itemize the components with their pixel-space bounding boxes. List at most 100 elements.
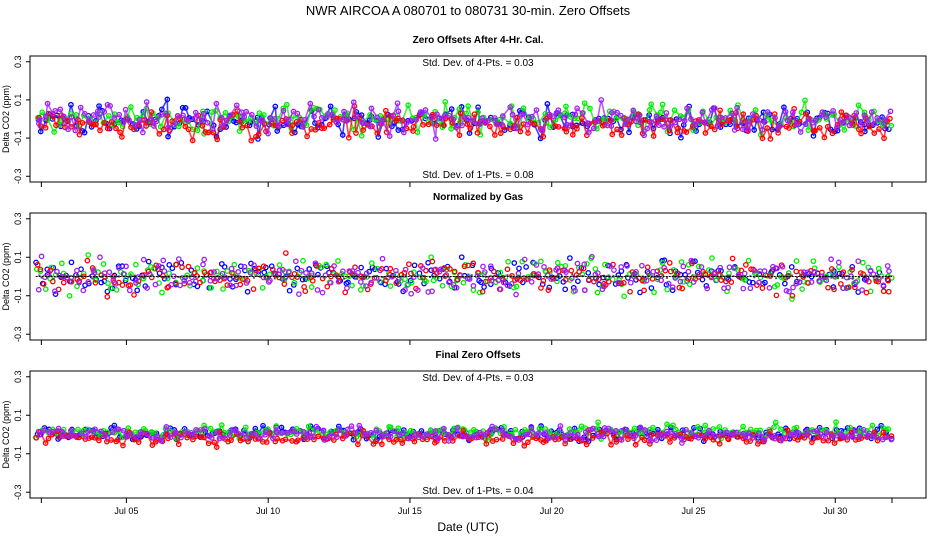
data-point [465,103,471,109]
data-point [348,423,355,429]
data-point [680,263,687,270]
data-point [763,275,766,278]
data-point [653,437,660,443]
data-point [816,278,822,284]
data-point [133,280,139,286]
data-point [840,269,847,275]
data-point [412,431,419,438]
data-point [777,123,783,129]
data-point [137,431,144,438]
data-point [861,112,868,119]
data-point [477,429,483,436]
data-point [804,428,810,434]
data-point [751,267,758,274]
data-point [688,435,694,442]
data-point [220,276,223,279]
data-point [708,123,714,130]
data-point [884,263,891,269]
data-point [808,279,815,285]
data-point [873,434,880,441]
data-point [268,276,271,279]
data-point [91,434,98,441]
data-point [422,107,429,113]
data-point [178,434,184,441]
data-point [734,104,740,111]
data-point [637,424,644,431]
data-point [881,276,884,279]
data-point [368,429,374,436]
data-point [778,426,784,433]
data-point [180,112,186,119]
data-point [117,129,123,136]
data-point [684,105,690,112]
data-point [683,129,690,135]
data-point [451,268,458,275]
data-point [79,119,86,126]
data-point [648,101,655,108]
data-point [828,256,834,263]
data-point [516,265,522,272]
data-point [672,119,678,126]
data-point [189,274,195,281]
data-point [773,292,780,299]
data-point [837,277,840,280]
data-point [145,258,152,265]
data-point [651,289,657,296]
data-point [227,282,234,289]
data-point [224,268,231,274]
data-point [511,260,518,266]
data-point [416,434,422,441]
data-point [761,268,768,274]
data-point [589,253,595,260]
std-dev-1pts: Std. Dev. of 1-Pts. = 0.04 [422,486,534,497]
data-point [182,123,189,130]
data-point [779,263,786,270]
data-point [328,274,331,277]
data-point [790,432,797,438]
data-point [695,263,702,270]
data-point [435,435,441,442]
data-point [224,282,231,288]
data-point [523,277,526,280]
data-point [349,268,356,274]
data-point [485,117,491,124]
data-point [109,429,116,435]
data-point [333,434,340,441]
data-point [279,430,285,436]
data-point [443,272,450,278]
data-point [605,278,612,285]
data-point [821,134,828,141]
data-point [401,274,404,277]
data-point [165,124,172,131]
data-point [515,437,522,443]
data-point [670,422,676,429]
data-point [534,274,537,277]
data-point [266,277,269,280]
data-point [454,276,461,283]
data-point [42,286,49,292]
data-point [300,428,307,435]
data-point [731,127,738,133]
data-point [574,431,581,438]
data-point [185,118,191,124]
data-point [784,427,791,434]
data-point [326,121,333,128]
data-point [812,117,819,123]
data-point [375,275,378,278]
data-point [214,136,221,143]
data-point [88,274,91,277]
data-point [834,274,837,277]
data-point [417,274,423,281]
data-point [120,442,126,449]
data-point [342,277,345,280]
data-point [581,287,588,294]
data-point [695,434,702,441]
data-point [607,263,613,269]
data-point [257,435,263,441]
data-point [822,434,829,441]
data-point [387,265,394,272]
data-point [350,99,357,106]
data-point [738,267,745,274]
data-point [368,105,375,112]
data-point [438,266,444,273]
